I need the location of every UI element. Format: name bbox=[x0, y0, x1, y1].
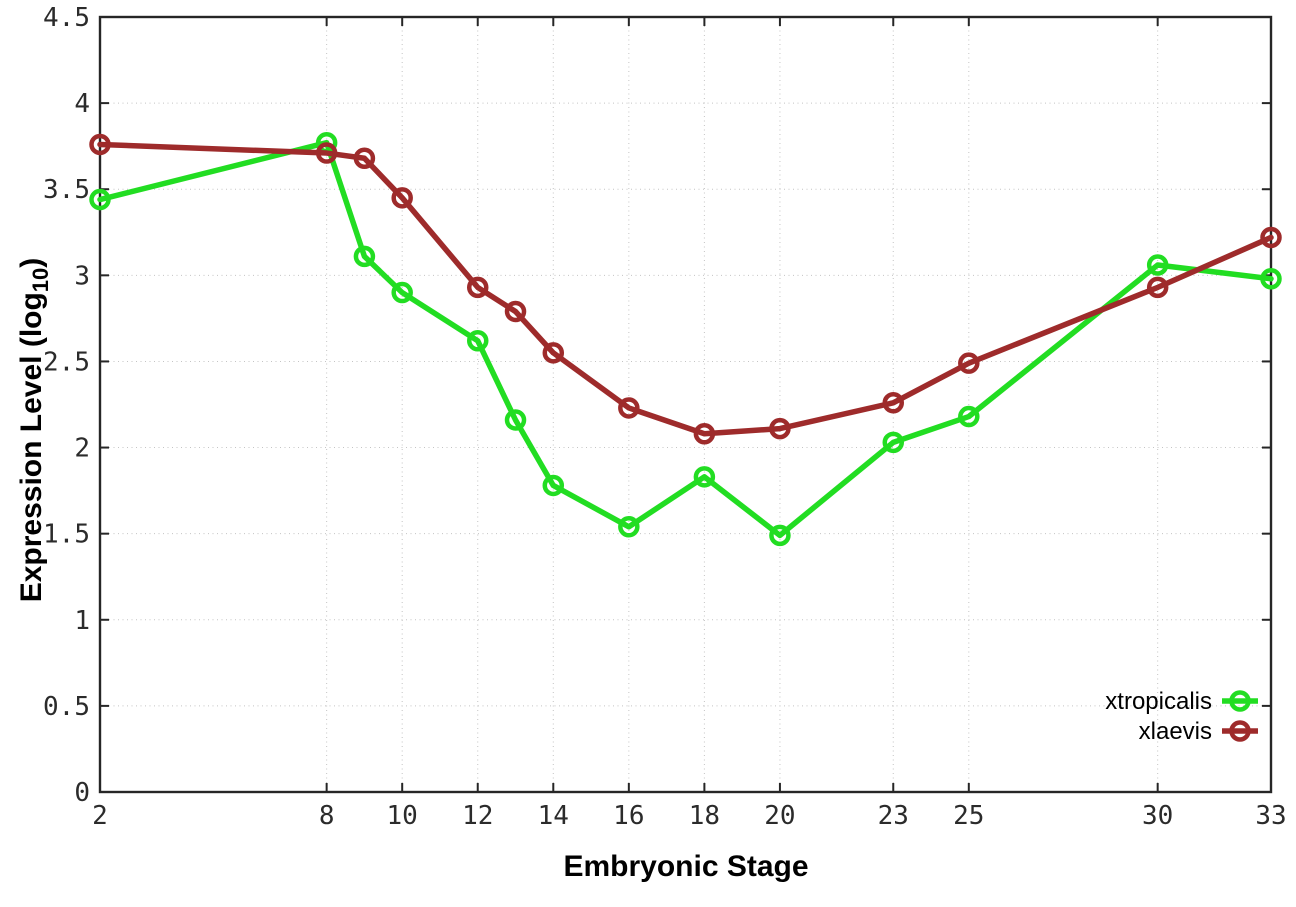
series-marker-xlaevis bbox=[89, 133, 111, 156]
plot-border bbox=[98, 15, 1273, 794]
series-marker-xlaevis bbox=[693, 423, 716, 445]
series-marker-xlaevis bbox=[542, 342, 565, 364]
x-tick-label: 2 bbox=[92, 801, 108, 831]
legend-marker-xtropicalis bbox=[1229, 690, 1251, 712]
x-tick-label: 30 bbox=[1142, 801, 1173, 831]
series-marker-xtropicalis bbox=[1146, 254, 1169, 276]
series-marker-xtropicalis bbox=[542, 474, 565, 497]
series-marker-xtropicalis bbox=[618, 516, 640, 538]
legend-label-xtropicalis: xtropicalis bbox=[1105, 688, 1212, 715]
series-marker-xtropicalis bbox=[769, 524, 791, 547]
x-tick-label: 10 bbox=[387, 801, 418, 831]
series-marker-xtropicalis bbox=[391, 281, 413, 304]
y-tick-label: 3 bbox=[74, 261, 90, 291]
x-tick-label: 18 bbox=[689, 801, 720, 831]
series-marker-xtropicalis bbox=[1260, 268, 1282, 290]
series-marker-xtropicalis bbox=[882, 431, 905, 454]
series-line-xtropicalis bbox=[97, 139, 1274, 539]
x-tick-label: 33 bbox=[1255, 801, 1286, 831]
series-marker-xlaevis bbox=[769, 417, 791, 440]
y-axis-title: Expression Level (log10) bbox=[15, 257, 53, 603]
series-marker-xtropicalis bbox=[693, 466, 716, 488]
series-marker-xlaevis bbox=[466, 276, 489, 299]
series-marker-xlaevis bbox=[882, 392, 905, 414]
y-axis-title-text: Expression Level (log bbox=[15, 292, 48, 603]
series-marker-xtropicalis bbox=[504, 409, 527, 431]
x-axis-title: Embryonic Stage bbox=[563, 850, 809, 883]
x-tick-label: 12 bbox=[462, 801, 493, 831]
series-marker-xlaevis bbox=[1260, 226, 1282, 249]
series-marker-xlaevis bbox=[504, 300, 527, 323]
x-tick-label: 20 bbox=[764, 801, 795, 831]
y-tick-label: 0.5 bbox=[43, 692, 90, 722]
y-tick-label: 2.5 bbox=[43, 347, 90, 377]
x-tick-label: 23 bbox=[878, 801, 909, 831]
series-marker-xtropicalis bbox=[89, 188, 111, 211]
series-marker-xlaevis bbox=[1146, 276, 1169, 299]
legend-marker-xlaevis bbox=[1229, 720, 1251, 742]
y-axis-title-subscript: 10 bbox=[28, 267, 53, 293]
y-tick-label: 3.5 bbox=[43, 175, 90, 205]
series-marker-xtropicalis bbox=[466, 330, 489, 352]
series-marker-xlaevis bbox=[391, 187, 413, 209]
y-tick-label: 0 bbox=[74, 778, 90, 808]
x-tick-label: 8 bbox=[319, 801, 335, 831]
x-tick-label: 16 bbox=[613, 801, 644, 831]
series-marker-xlaevis bbox=[618, 397, 640, 419]
series-line-xlaevis bbox=[97, 141, 1274, 437]
series-marker-xlaevis bbox=[958, 352, 980, 374]
y-tick-label: 1.5 bbox=[43, 520, 90, 550]
legend-label-xlaevis: xlaevis bbox=[1139, 718, 1212, 745]
x-tick-label: 25 bbox=[953, 801, 984, 831]
series-marker-xlaevis bbox=[353, 147, 376, 169]
x-tick-label: 14 bbox=[538, 801, 569, 831]
series-marker-xlaevis bbox=[315, 142, 338, 164]
series-marker-xtropicalis bbox=[958, 405, 980, 428]
series-marker-xtropicalis bbox=[353, 245, 376, 268]
y-tick-label: 1 bbox=[74, 606, 90, 636]
y-axis-title-close: ) bbox=[15, 257, 48, 268]
y-tick-label: 4 bbox=[74, 89, 90, 119]
y-tick-label: 2 bbox=[74, 434, 90, 464]
y-tick-label: 4.5 bbox=[43, 3, 90, 33]
